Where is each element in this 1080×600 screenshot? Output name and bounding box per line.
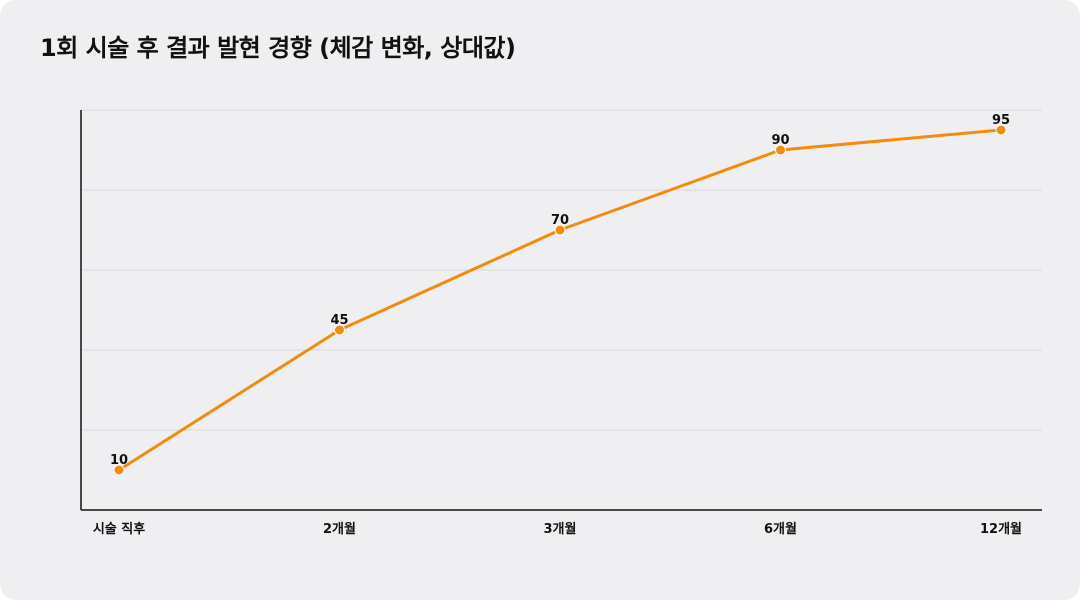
data-label: 70 [551,213,569,228]
data-point [113,464,125,476]
data-point [995,124,1007,136]
data-point [775,144,786,156]
series-line [117,128,1003,472]
x-tick-label: 3개월 [544,521,577,537]
data-label: 90 [771,133,789,148]
x-tick-label: 2개월 [323,521,356,537]
data-label: 10 [110,453,128,468]
x-tick-label: 12개월 [980,521,1022,537]
x-tick-label: 6개월 [764,521,797,537]
data-point [334,324,345,336]
chart-title: 1회 시술 후 결과 발현 경향 (체감 변화, 상대값) [40,34,516,62]
data-label: 45 [330,313,348,328]
data-label: 95 [992,113,1010,128]
data-point [554,224,566,236]
x-tick-label: 시술 직후 [93,521,145,537]
